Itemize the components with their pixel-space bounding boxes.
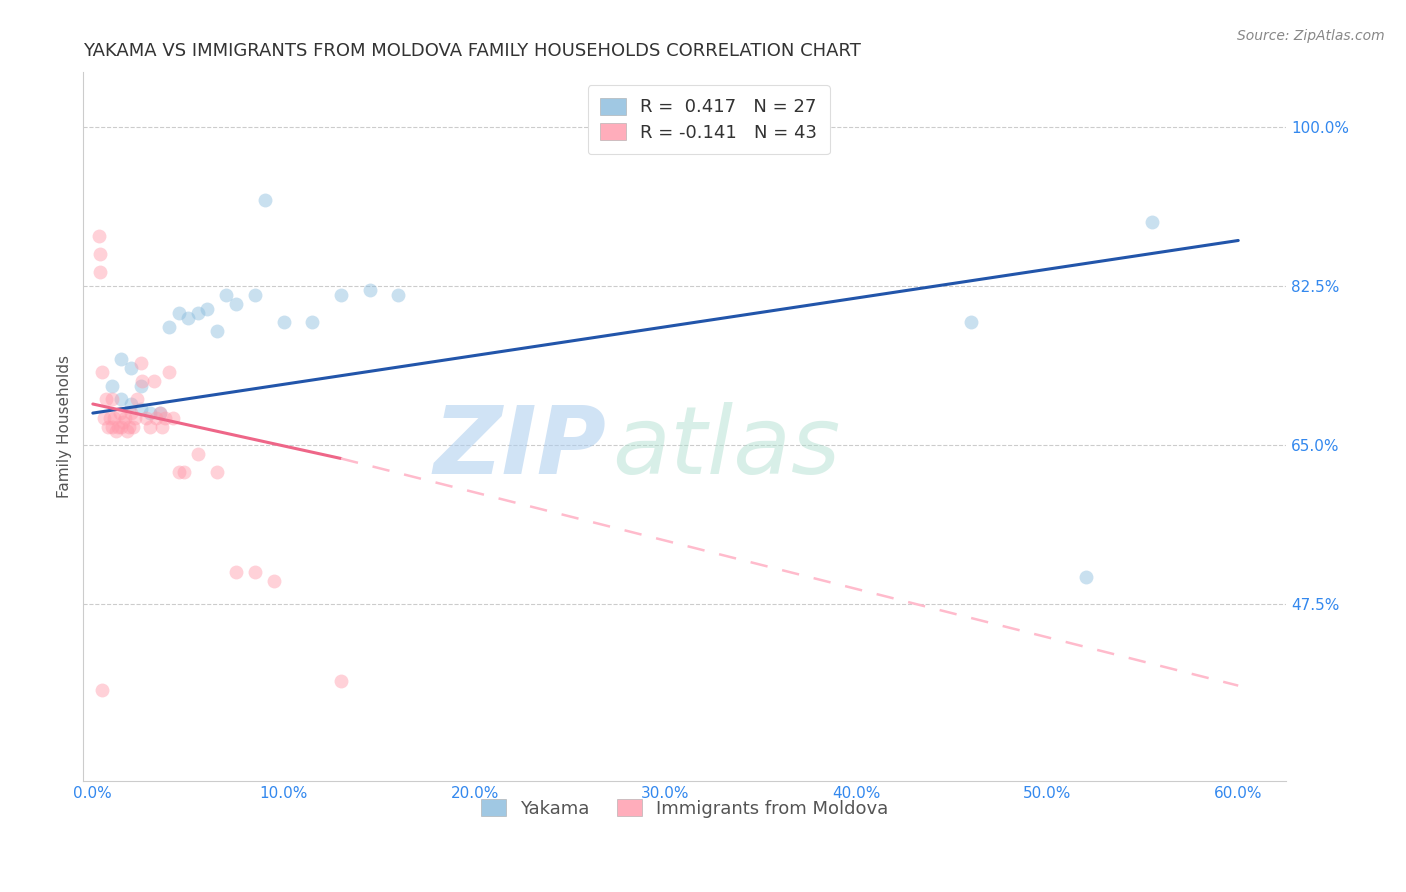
Point	[330, 288, 353, 302]
Point	[149, 406, 172, 420]
Point	[225, 297, 247, 311]
Point	[162, 410, 184, 425]
Point	[243, 288, 266, 302]
Point	[387, 288, 409, 302]
Point	[243, 565, 266, 579]
Point	[118, 419, 141, 434]
Point	[97, 419, 120, 434]
Point	[103, 410, 125, 425]
Point	[101, 392, 124, 407]
Point	[301, 315, 323, 329]
Text: atlas: atlas	[613, 402, 841, 493]
Point	[91, 683, 114, 698]
Point	[107, 419, 129, 434]
Point	[122, 419, 145, 434]
Point	[120, 397, 142, 411]
Point	[205, 465, 228, 479]
Point	[91, 365, 114, 379]
Point	[112, 415, 135, 429]
Point	[167, 465, 190, 479]
Point	[187, 447, 209, 461]
Point	[253, 193, 276, 207]
Point	[129, 379, 152, 393]
Point	[142, 374, 165, 388]
Point	[120, 406, 142, 420]
Point	[155, 410, 177, 425]
Point	[263, 574, 285, 589]
Point	[125, 392, 148, 407]
Point	[215, 288, 238, 302]
Point	[139, 419, 162, 434]
Point	[89, 247, 111, 261]
Point	[273, 315, 295, 329]
Point	[139, 406, 162, 420]
Point	[129, 356, 152, 370]
Point	[101, 379, 124, 393]
Point	[195, 301, 218, 316]
Point	[225, 565, 247, 579]
Point	[167, 306, 190, 320]
Point	[110, 392, 132, 407]
Point	[89, 265, 111, 279]
Point	[150, 419, 173, 434]
Point	[1074, 569, 1097, 583]
Point	[120, 360, 142, 375]
Point	[96, 392, 118, 407]
Point	[359, 284, 381, 298]
Point	[177, 310, 200, 325]
Point	[114, 410, 136, 425]
Point	[108, 406, 131, 420]
Point	[149, 406, 172, 420]
Point	[145, 410, 167, 425]
Point	[101, 419, 124, 434]
Point	[330, 674, 353, 689]
Point	[187, 306, 209, 320]
Legend: Yakama, Immigrants from Moldova: Yakama, Immigrants from Moldova	[474, 792, 896, 825]
Point	[129, 401, 152, 416]
Point	[115, 424, 138, 438]
Point	[1142, 215, 1164, 229]
Point	[135, 410, 157, 425]
Point	[173, 465, 195, 479]
Point	[205, 324, 228, 338]
Point	[87, 229, 110, 244]
Point	[98, 410, 121, 425]
Point	[131, 374, 153, 388]
Point	[110, 351, 132, 366]
Text: Source: ZipAtlas.com: Source: ZipAtlas.com	[1237, 29, 1385, 43]
Point	[157, 319, 180, 334]
Y-axis label: Family Households: Family Households	[58, 355, 72, 499]
Point	[157, 365, 180, 379]
Text: ZIP: ZIP	[433, 402, 606, 494]
Point	[960, 315, 983, 329]
Point	[104, 424, 127, 438]
Point	[93, 410, 115, 425]
Point	[124, 410, 146, 425]
Text: YAKAMA VS IMMIGRANTS FROM MOLDOVA FAMILY HOUSEHOLDS CORRELATION CHART: YAKAMA VS IMMIGRANTS FROM MOLDOVA FAMILY…	[83, 42, 860, 60]
Point	[110, 419, 132, 434]
